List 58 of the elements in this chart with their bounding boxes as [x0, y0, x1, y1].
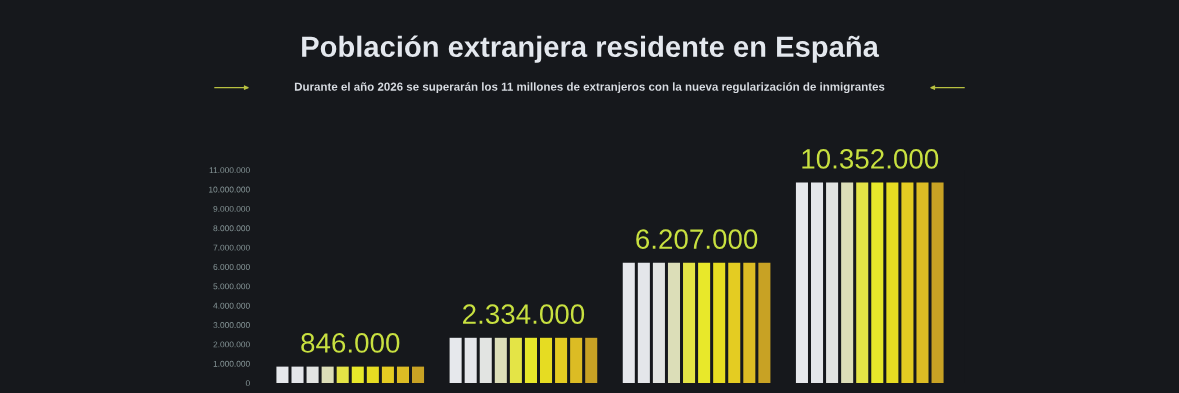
bar — [652, 262, 665, 383]
bar — [811, 182, 824, 383]
bar — [396, 366, 409, 383]
bar — [841, 182, 854, 383]
y-tick-label: 6.000.000 — [213, 264, 250, 270]
y-tick-label: 2.000.000 — [213, 341, 250, 348]
y-tick-label: 3.000.000 — [213, 322, 250, 329]
text: 846.000 — [301, 333, 400, 353]
chart-subtitle: Durante el año 2026 se superarán los 11 millones de extranjeros con la nueva regularización de inmigrantes — [294, 82, 885, 94]
bar — [698, 262, 711, 383]
bar — [856, 182, 869, 383]
bar — [464, 337, 477, 383]
bar — [494, 337, 507, 383]
y-tick-label: 10.000.000 — [209, 186, 250, 193]
y-tick-label: 1.000.000 — [213, 360, 250, 367]
chart-title: Población extranjera residente en España — [302, 35, 880, 63]
bar — [291, 366, 304, 383]
bar — [479, 337, 492, 383]
y-tick-label: 4.000.000 — [213, 302, 250, 309]
bar — [743, 262, 756, 383]
bar — [555, 337, 568, 383]
bar — [381, 366, 394, 383]
bar — [728, 262, 741, 383]
y-tick-label: 9.000.000 — [213, 205, 250, 212]
bar — [412, 366, 425, 383]
bar — [276, 366, 289, 383]
text: 10.352.000 — [802, 149, 939, 169]
bar — [622, 262, 635, 383]
bar — [713, 262, 726, 383]
bar — [931, 182, 944, 383]
text: 6.207.000 — [636, 229, 758, 249]
bar — [901, 182, 914, 383]
bar — [539, 337, 553, 383]
bar — [683, 262, 696, 383]
y-tick-label: 7.000.000 — [213, 244, 250, 251]
bar — [524, 337, 537, 383]
bar — [321, 366, 334, 383]
bar — [306, 366, 319, 383]
bar — [336, 366, 349, 383]
bar — [585, 337, 598, 383]
y-tick-label: 0 — [245, 380, 250, 387]
bar — [637, 262, 650, 383]
bar — [667, 262, 681, 383]
y-tick-label: 11.000.000 — [209, 167, 250, 174]
bar — [449, 337, 462, 383]
y-tick-label: 8.000.000 — [213, 225, 250, 232]
bar — [351, 366, 364, 383]
bar — [871, 182, 884, 383]
y-tick-label: 5.000.000 — [213, 283, 250, 290]
bar — [826, 182, 839, 383]
bar — [570, 337, 583, 383]
bar — [795, 182, 808, 383]
bar — [916, 182, 929, 383]
text: 2.334.000 — [463, 304, 585, 324]
bar — [758, 262, 771, 383]
bar — [509, 337, 522, 383]
bar — [366, 366, 379, 383]
bar — [886, 182, 899, 383]
